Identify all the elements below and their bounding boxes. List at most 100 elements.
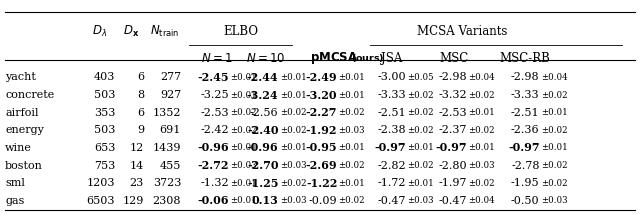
Text: $N=10$: $N=10$	[246, 52, 285, 64]
Text: ±0.03: ±0.03	[407, 196, 433, 205]
Text: 23: 23	[130, 178, 144, 188]
Text: 6: 6	[137, 108, 144, 118]
Text: ±0.01: ±0.01	[339, 91, 365, 100]
Text: energy: energy	[5, 125, 44, 135]
Text: gas: gas	[5, 196, 24, 206]
Text: MCSA Variants: MCSA Variants	[417, 25, 508, 38]
Text: 277: 277	[160, 72, 181, 82]
Text: ±0.02: ±0.02	[407, 126, 434, 135]
Text: yacht: yacht	[5, 72, 36, 82]
Text: -3.24: -3.24	[247, 89, 278, 101]
Text: -1.97: -1.97	[438, 178, 467, 188]
Text: -2.98: -2.98	[438, 72, 467, 82]
Text: -1.92: -1.92	[306, 125, 337, 136]
Text: -0.97: -0.97	[436, 142, 467, 154]
Text: -2.72: -2.72	[198, 160, 229, 171]
Text: airfoil: airfoil	[5, 108, 38, 118]
Text: ±0.01: ±0.01	[280, 91, 307, 100]
Text: -1.25: -1.25	[247, 178, 278, 189]
Text: ±0.01: ±0.01	[339, 73, 365, 82]
Text: -2.51: -2.51	[377, 108, 406, 118]
Text: $N_\mathrm{train}$: $N_\mathrm{train}$	[150, 24, 180, 39]
Text: 455: 455	[160, 161, 181, 170]
Text: -2.36: -2.36	[511, 125, 540, 135]
Text: -0.95: -0.95	[306, 142, 337, 154]
Text: 753: 753	[94, 161, 115, 170]
Text: -2.78: -2.78	[511, 161, 540, 170]
Text: -2.42: -2.42	[200, 125, 229, 135]
Text: ±0.05: ±0.05	[407, 73, 434, 82]
Text: -0.97: -0.97	[508, 142, 540, 154]
Text: 2308: 2308	[152, 196, 181, 206]
Text: ±0.01: ±0.01	[280, 73, 307, 82]
Text: $D_\lambda$: $D_\lambda$	[92, 24, 107, 39]
Text: ±0.04: ±0.04	[468, 73, 495, 82]
Text: -2.37: -2.37	[438, 125, 467, 135]
Text: -2.49: -2.49	[306, 72, 337, 83]
Text: MSC-RB: MSC-RB	[499, 52, 550, 64]
Text: -0.50: -0.50	[511, 196, 540, 206]
Text: ±0.02: ±0.02	[541, 161, 568, 170]
Text: JSA: JSA	[381, 52, 403, 64]
Text: ±0.02: ±0.02	[407, 161, 434, 170]
Text: -2.38: -2.38	[377, 125, 406, 135]
Text: ±0.01: ±0.01	[339, 179, 365, 188]
Text: ±0.03: ±0.03	[280, 196, 306, 205]
Text: -0.97: -0.97	[374, 142, 406, 154]
Text: -2.69: -2.69	[306, 160, 337, 171]
Text: -0.06: -0.06	[198, 195, 229, 206]
Text: sml: sml	[5, 178, 25, 188]
Text: -0.47: -0.47	[377, 196, 406, 206]
Text: ±0.02: ±0.02	[407, 108, 434, 117]
Text: -1.32: -1.32	[200, 178, 229, 188]
Text: -2.53: -2.53	[200, 108, 229, 118]
Text: ±0.01: ±0.01	[230, 91, 257, 100]
Text: ±0.01: ±0.01	[230, 73, 257, 82]
Text: ±0.03: ±0.03	[468, 161, 495, 170]
Text: ±0.02: ±0.02	[339, 108, 365, 117]
Text: ±0.01: ±0.01	[280, 143, 307, 152]
Text: ±0.04: ±0.04	[541, 73, 568, 82]
Text: 12: 12	[130, 143, 144, 153]
Text: $\mathbf{(ours)}$: $\mathbf{(ours)}$	[351, 52, 384, 64]
Text: 503: 503	[94, 125, 115, 135]
Text: MSC: MSC	[440, 52, 469, 64]
Text: -2.44: -2.44	[247, 72, 278, 83]
Text: ±0.01: ±0.01	[407, 179, 434, 188]
Text: -2.27: -2.27	[306, 107, 337, 118]
Text: ±0.02: ±0.02	[339, 196, 365, 205]
Text: 927: 927	[160, 90, 181, 100]
Text: 0.13: 0.13	[252, 195, 278, 206]
Text: -3.32: -3.32	[438, 90, 467, 100]
Text: ±0.01: ±0.01	[230, 179, 257, 188]
Text: ±0.01: ±0.01	[230, 196, 257, 205]
Text: ±0.01: ±0.01	[541, 108, 568, 117]
Text: -2.80: -2.80	[438, 161, 467, 170]
Text: ±0.02: ±0.02	[468, 126, 495, 135]
Text: -1.72: -1.72	[377, 178, 406, 188]
Text: -2.98: -2.98	[511, 72, 540, 82]
Text: ±0.02: ±0.02	[468, 91, 495, 100]
Text: 503: 503	[94, 90, 115, 100]
Text: -2.45: -2.45	[198, 72, 229, 83]
Text: wine: wine	[5, 143, 32, 153]
Text: ±0.03: ±0.03	[541, 196, 567, 205]
Text: ±0.01: ±0.01	[407, 143, 434, 152]
Text: -3.33: -3.33	[511, 90, 540, 100]
Text: ±0.03: ±0.03	[339, 126, 365, 135]
Text: ±0.01: ±0.01	[468, 143, 495, 152]
Text: -2.40: -2.40	[247, 125, 278, 136]
Text: 14: 14	[130, 161, 144, 170]
Text: -3.00: -3.00	[377, 72, 406, 82]
Text: -2.53: -2.53	[438, 108, 467, 118]
Text: 1439: 1439	[152, 143, 181, 153]
Text: ±0.02: ±0.02	[339, 161, 365, 170]
Text: $N=1$: $N=1$	[200, 52, 232, 64]
Text: $\mathbf{pMCSA}$: $\mathbf{pMCSA}$	[310, 50, 358, 66]
Text: 653: 653	[94, 143, 115, 153]
Text: 403: 403	[94, 72, 115, 82]
Text: ±0.03: ±0.03	[230, 161, 257, 170]
Text: -0.96: -0.96	[247, 142, 278, 154]
Text: 8: 8	[137, 90, 144, 100]
Text: 6: 6	[137, 72, 144, 82]
